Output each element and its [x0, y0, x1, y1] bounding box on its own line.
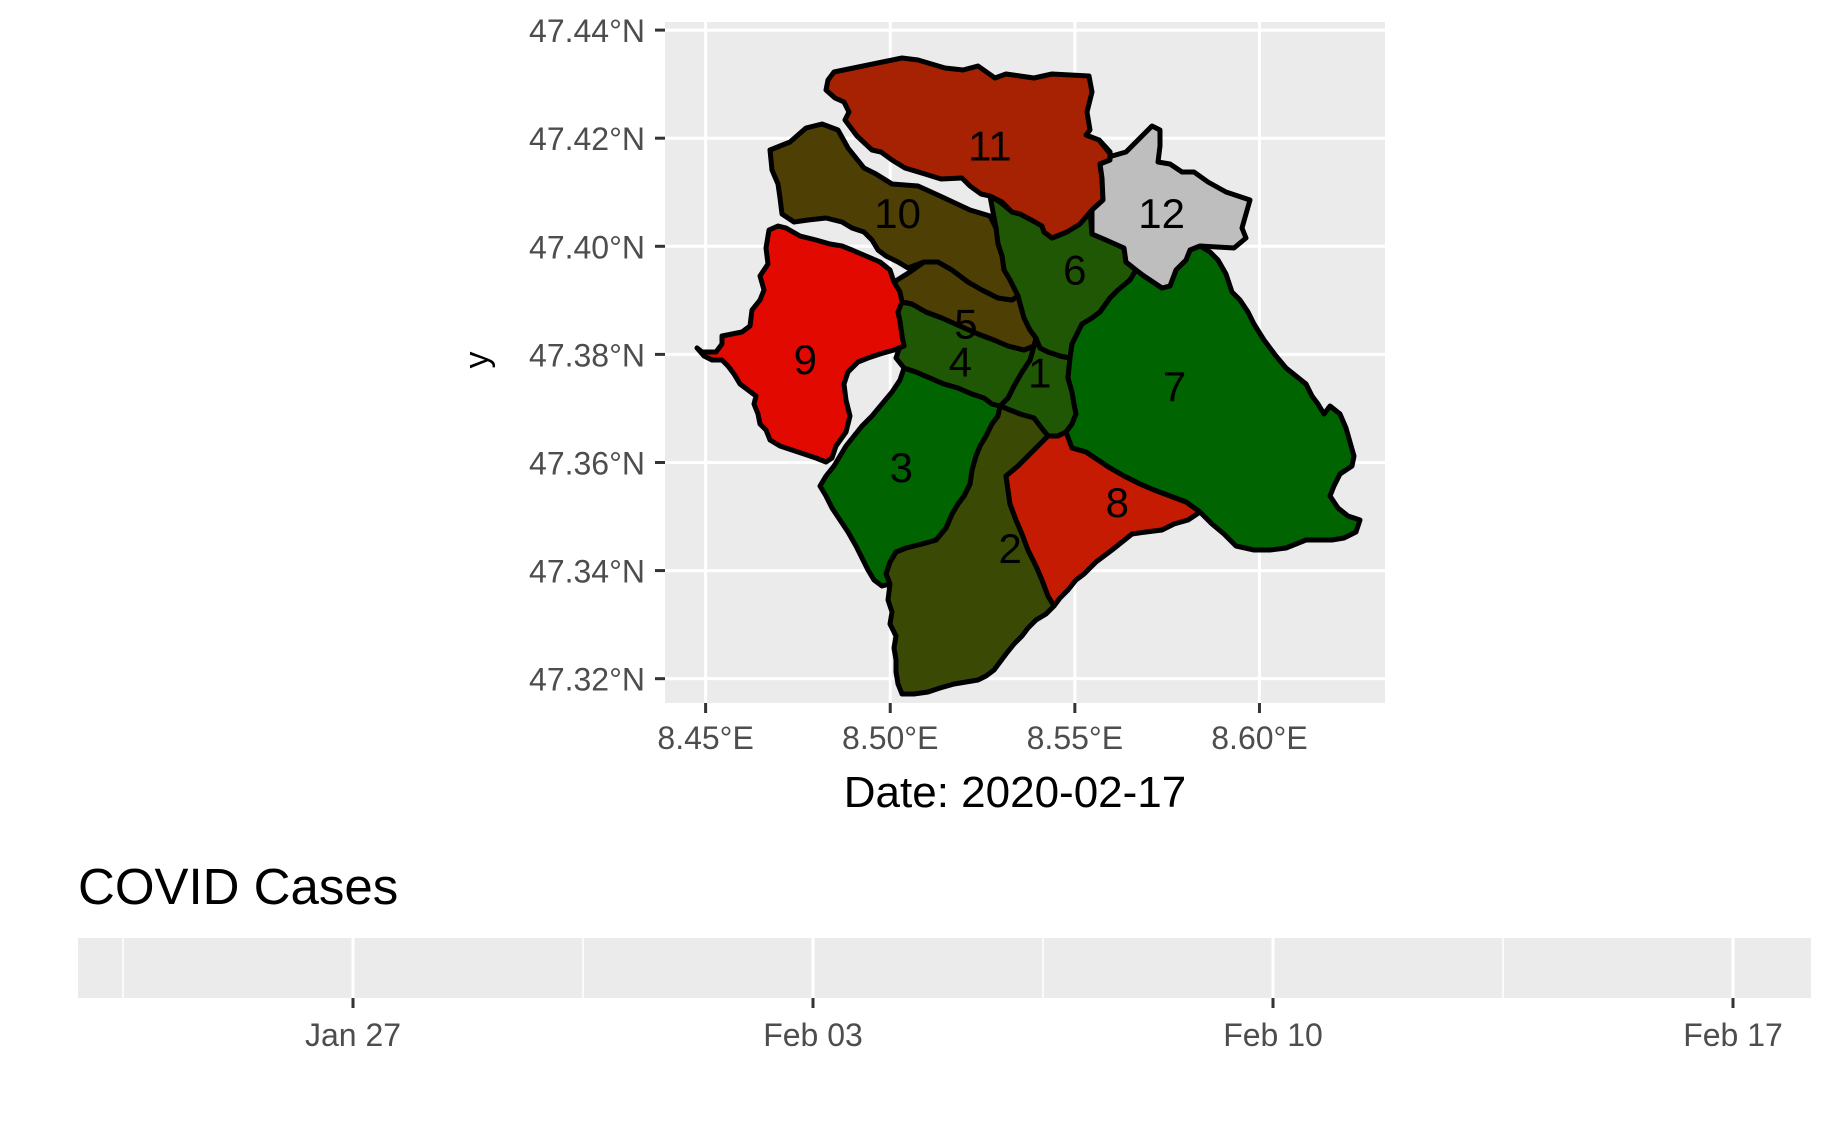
map-x-axis: 8.45°E 8.50°E 8.55°E 8.60°E: [657, 703, 1308, 756]
map-y-tick-label: 47.40°N: [529, 229, 645, 265]
map-y-tick-label: 47.38°N: [529, 337, 645, 373]
district-label-6: 6: [1063, 247, 1086, 294]
district-label-11: 11: [968, 122, 1012, 169]
timeline-tick-label: Jan 27: [305, 1017, 401, 1053]
district-label-1: 1: [1028, 349, 1051, 396]
district-polygon-8: [1003, 429, 1203, 609]
map-x-tick-label: 8.50°E: [842, 720, 938, 756]
map-y-tick-label: 47.42°N: [529, 121, 645, 157]
district-label-12: 12: [1138, 190, 1185, 237]
district-label-3: 3: [890, 444, 913, 491]
district-label-9: 9: [794, 336, 817, 383]
map-y-tick-label: 47.36°N: [529, 445, 645, 481]
district-label-5: 5: [954, 301, 977, 348]
district-polygon-9: [694, 223, 907, 465]
district-label-10: 10: [874, 190, 921, 237]
timeline-title: COVID Cases: [78, 858, 398, 915]
map-y-tick-label: 47.44°N: [529, 13, 645, 49]
district-polygon-10: [767, 121, 1021, 303]
map-y-tick-label: 47.34°N: [529, 554, 645, 590]
timeline-tick-label: Feb 10: [1223, 1017, 1323, 1053]
map-x-tick-label: 8.55°E: [1027, 720, 1123, 756]
map-y-axis: 47.44°N 47.42°N 47.40°N 47.38°N 47.36°N 47.34…: [529, 13, 665, 698]
map-y-axis-title: y: [458, 352, 496, 369]
district-polygon-11: [823, 55, 1113, 241]
district-label-7: 7: [1163, 363, 1186, 410]
district-label-8: 8: [1106, 479, 1129, 526]
timeline-track: Jan 27 Feb 03 Feb 10 Feb 17: [78, 938, 1811, 1053]
map-y-tick-label: 47.32°N: [529, 662, 645, 698]
district-polygons: [694, 55, 1363, 697]
timeline-background: [78, 938, 1811, 998]
district-label-4: 4: [949, 339, 972, 386]
district-polygon-12: [1089, 123, 1253, 291]
district-label-2: 2: [999, 525, 1022, 572]
map-x-tick-label: 8.45°E: [657, 720, 753, 756]
district-polygon-7: [1061, 243, 1363, 553]
map-x-tick-label: 8.60°E: [1211, 720, 1307, 756]
map-x-axis-title: Date: 2020-02-17: [844, 768, 1186, 817]
timeline-tick-label: Feb 03: [763, 1017, 863, 1053]
timeline-tick-label: Feb 17: [1683, 1017, 1783, 1053]
